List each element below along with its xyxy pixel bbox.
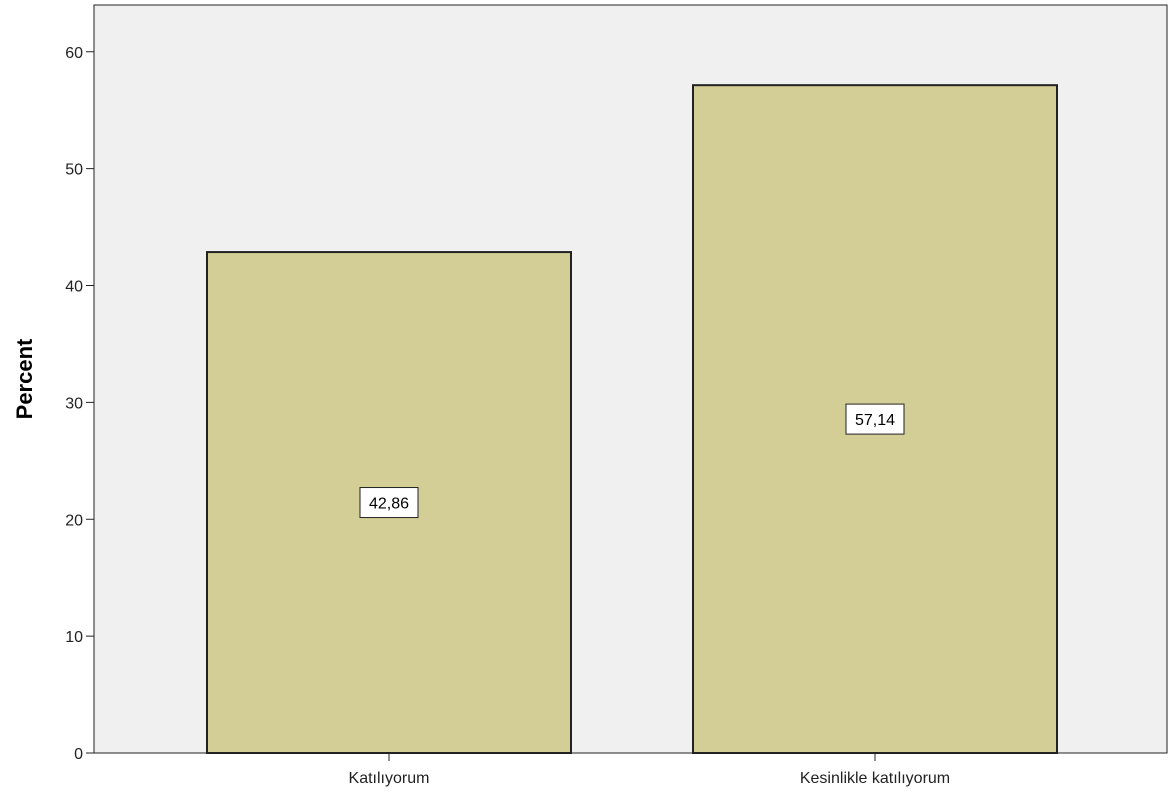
y-tick-label-1: 10 [65,629,83,646]
y-tick-label-0: 0 [74,746,83,763]
y-tick-label-4: 40 [65,279,83,296]
data-label-0: 42,86 [359,487,419,519]
data-label-text-1: 57,14 [855,412,895,429]
y-tick-label-6: 60 [65,45,83,62]
data-labels-group: 42,86 57,14 [359,403,905,519]
y-tick-label-3: 30 [65,395,83,412]
data-label-text-0: 42,86 [369,496,409,513]
y-axis-title: Percent [12,338,37,419]
x-tick-label-0: Katılıyorum [349,770,430,787]
y-tick-label-2: 20 [65,512,83,529]
data-label-box-1 [845,403,905,435]
y-tick-label-5: 50 [65,162,83,179]
y-axis: 0 10 20 30 40 50 60 [65,45,94,763]
data-label-1: 57,14 [845,403,905,435]
x-tick-label-1: Kesinlikle katılıyorum [800,770,950,787]
x-axis: Katılıyorum Kesinlikle katılıyorum [349,753,950,787]
data-label-box-0 [359,487,419,519]
